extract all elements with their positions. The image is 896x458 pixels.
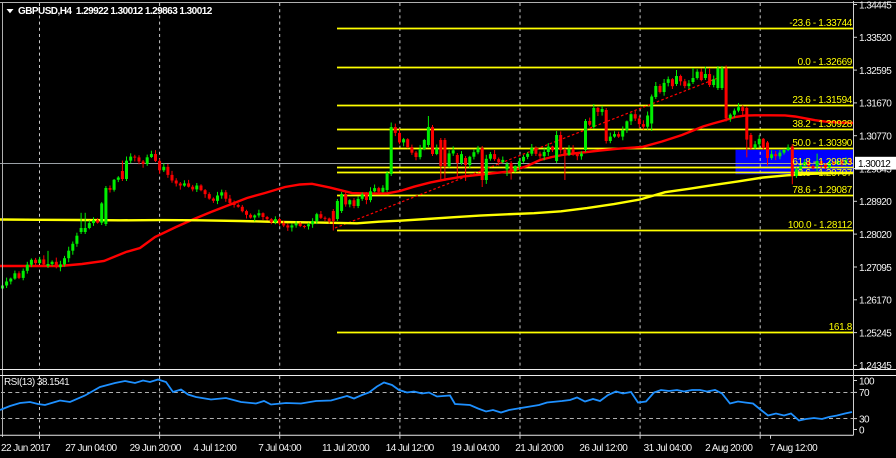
svg-text:100.0 - 1.28112: 100.0 - 1.28112 (788, 220, 853, 231)
svg-text:1.25245: 1.25245 (859, 328, 892, 339)
svg-text:11 Jul 20:00: 11 Jul 20:00 (322, 443, 370, 454)
svg-text:19 Jul 04:00: 19 Jul 04:00 (451, 443, 500, 454)
svg-text:61.8 - 1.29853: 61.8 - 1.29853 (792, 157, 852, 168)
svg-text:1.32595: 1.32595 (859, 66, 892, 77)
svg-text:1.33520: 1.33520 (859, 33, 892, 44)
svg-text:0.0 - 1.32669: 0.0 - 1.32669 (798, 57, 853, 68)
svg-text:7 Aug 12:00: 7 Aug 12:00 (770, 443, 818, 454)
svg-text:50.0 - 1.30390: 50.0 - 1.30390 (792, 138, 852, 149)
svg-text:78.6 - 1.29087: 78.6 - 1.29087 (792, 185, 852, 196)
svg-text:1.30012: 1.30012 (858, 159, 891, 170)
svg-text:21 Jul 20:00: 21 Jul 20:00 (515, 443, 564, 454)
svg-text:1.26170: 1.26170 (859, 296, 892, 307)
svg-text:38.2 - 1.30928: 38.2 - 1.30928 (792, 119, 852, 130)
svg-text:1.29845: 1.29845 (859, 164, 892, 175)
svg-text:1.30770: 1.30770 (859, 132, 892, 143)
svg-text:GBPUSD,H4 1.29922 1.30012 1.2: GBPUSD,H4 1.29922 1.30012 1.29863 1.3001… (18, 6, 213, 17)
svg-text:1.27095: 1.27095 (859, 263, 892, 274)
svg-text:RSI(13) 38.1541: RSI(13) 38.1541 (4, 377, 70, 388)
svg-text:161.8: 161.8 (829, 322, 853, 333)
svg-text:31 Jul 04:00: 31 Jul 04:00 (644, 443, 693, 454)
svg-text:0: 0 (859, 425, 865, 436)
svg-text:1.24345: 1.24345 (859, 361, 892, 372)
svg-text:22 Jun 2017: 22 Jun 2017 (1, 443, 51, 454)
svg-text:8.6 - 1.29707: 8.6 - 1.29707 (798, 168, 853, 179)
svg-text:7 Jul 04:00: 7 Jul 04:00 (258, 443, 302, 454)
svg-text:100: 100 (859, 376, 875, 387)
svg-text:26 Jul 12:00: 26 Jul 12:00 (579, 443, 628, 454)
svg-text:1.31670: 1.31670 (859, 99, 892, 110)
svg-text:14 Jul 12:00: 14 Jul 12:00 (386, 443, 435, 454)
svg-text:-23.6 - 1.33744: -23.6 - 1.33744 (789, 18, 852, 29)
svg-text:30: 30 (859, 414, 870, 425)
svg-text:2 Aug 20:00: 2 Aug 20:00 (705, 443, 753, 454)
svg-text:4 Jul 12:00: 4 Jul 12:00 (193, 443, 237, 454)
svg-text:70: 70 (859, 388, 870, 399)
svg-text:1.34445: 1.34445 (859, 0, 892, 11)
svg-text:29 Jun 20:00: 29 Jun 20:00 (130, 443, 182, 454)
svg-text:23.6 - 1.31594: 23.6 - 1.31594 (792, 95, 852, 106)
svg-text:27 Jun 04:00: 27 Jun 04:00 (65, 443, 117, 454)
svg-text:1.28920: 1.28920 (859, 197, 892, 208)
svg-text:1.28020: 1.28020 (859, 230, 892, 241)
